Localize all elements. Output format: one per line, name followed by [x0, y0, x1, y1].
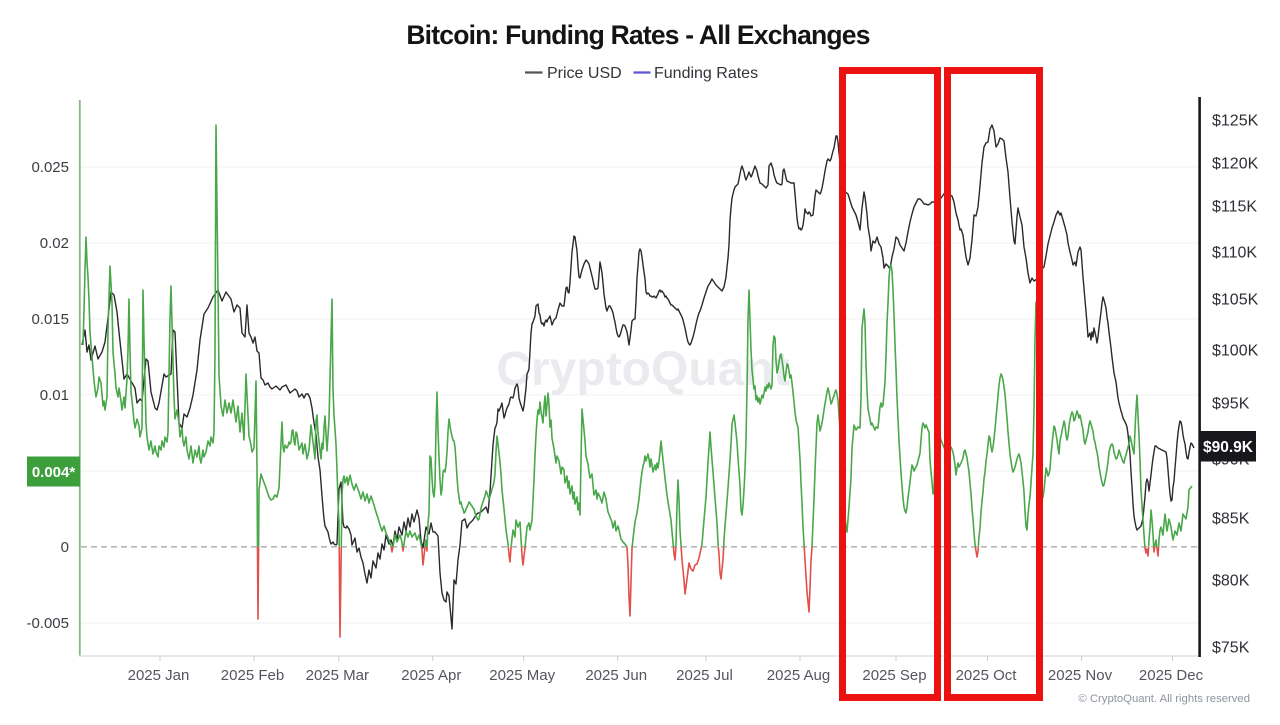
- svg-text:2025 Dec: 2025 Dec: [1139, 667, 1204, 684]
- svg-text:2025 Aug: 2025 Aug: [767, 667, 830, 684]
- svg-text:2025 Mar: 2025 Mar: [306, 667, 369, 684]
- svg-text:-0.005: -0.005: [26, 615, 69, 632]
- svg-text:0.015: 0.015: [31, 311, 69, 328]
- svg-text:2025 Sep: 2025 Sep: [862, 667, 926, 684]
- svg-text:2025 Jul: 2025 Jul: [676, 667, 733, 684]
- svg-text:$120K: $120K: [1212, 156, 1259, 173]
- svg-text:0.004*: 0.004*: [32, 464, 76, 481]
- svg-text:2025 Jan: 2025 Jan: [128, 667, 190, 684]
- svg-text:0.025: 0.025: [31, 159, 69, 176]
- svg-text:$80K: $80K: [1212, 573, 1250, 590]
- svg-text:$110K: $110K: [1212, 245, 1257, 262]
- svg-text:$105K: $105K: [1212, 292, 1259, 309]
- svg-text:2025 Oct: 2025 Oct: [956, 667, 1018, 684]
- svg-text:$100K: $100K: [1212, 343, 1259, 360]
- svg-text:0: 0: [61, 539, 69, 556]
- svg-text:CryptoQuant: CryptoQuant: [496, 343, 789, 396]
- svg-text:2025 Feb: 2025 Feb: [221, 667, 284, 684]
- svg-text:$85K: $85K: [1212, 511, 1250, 528]
- svg-text:$95K: $95K: [1212, 396, 1250, 413]
- svg-text:$115K: $115K: [1212, 199, 1257, 216]
- svg-text:Bitcoin: Funding Rates - All E: Bitcoin: Funding Rates - All Exchanges: [406, 20, 869, 50]
- svg-text:$75K: $75K: [1212, 640, 1250, 657]
- svg-text:2025 Nov: 2025 Nov: [1048, 667, 1113, 684]
- svg-text:$125K: $125K: [1212, 113, 1259, 130]
- svg-text:2025 May: 2025 May: [489, 667, 555, 684]
- svg-text:Funding Rates: Funding Rates: [654, 65, 758, 82]
- svg-text:2025 Jun: 2025 Jun: [585, 667, 647, 684]
- svg-text:© CryptoQuant. All rights rese: © CryptoQuant. All rights reserved: [1078, 693, 1250, 705]
- svg-text:0.02: 0.02: [40, 235, 69, 252]
- svg-text:$90.9K: $90.9K: [1203, 439, 1254, 456]
- svg-text:Price USD: Price USD: [547, 65, 622, 82]
- svg-text:2025 Apr: 2025 Apr: [401, 667, 461, 684]
- svg-text:0.01: 0.01: [40, 387, 69, 404]
